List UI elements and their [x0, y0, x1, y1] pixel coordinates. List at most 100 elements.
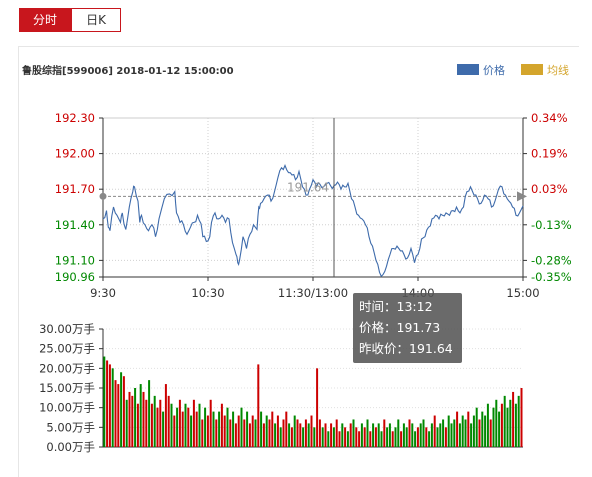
- volume-bar: [251, 415, 254, 447]
- tooltip-prev-close: 昨收价：191.64: [359, 341, 453, 356]
- volume-bar: [148, 380, 151, 447]
- volume-bar: [442, 419, 445, 447]
- volume-bar: [187, 407, 190, 447]
- volume-bar: [234, 423, 237, 447]
- price-x-tick-label: 10:30: [191, 286, 224, 300]
- volume-bar: [374, 427, 377, 447]
- price-x-tick-label: 15:00: [506, 286, 539, 300]
- volume-bar: [461, 415, 464, 447]
- legend-price-label: 价格: [483, 64, 505, 77]
- volume-bar: [355, 427, 358, 447]
- volume-bar: [310, 415, 313, 447]
- volume-y-tick-label: 25.00万手: [39, 342, 95, 356]
- volume-bar: [170, 403, 173, 447]
- volume-bar: [377, 423, 380, 447]
- volume-bar: [176, 407, 179, 447]
- volume-bar: [159, 399, 162, 447]
- price-y-tick-label: 192.30: [55, 111, 95, 125]
- volume-bar: [271, 411, 274, 447]
- price-y-tick-label: 191.10: [55, 253, 95, 267]
- volume-bar: [478, 419, 481, 447]
- volume-bar: [369, 431, 372, 447]
- volume-bar: [136, 403, 139, 447]
- volume-bar: [145, 399, 148, 447]
- volume-bar: [444, 427, 447, 447]
- volume-bar: [503, 395, 506, 447]
- volume-bar: [388, 423, 391, 447]
- volume-bar: [257, 364, 260, 447]
- volume-bar: [262, 423, 265, 447]
- tooltip-price: 价格：191.73: [359, 320, 441, 335]
- volume-bar: [380, 431, 383, 447]
- pct-y-tick-label: -0.13%: [531, 218, 572, 232]
- volume-bar: [456, 411, 459, 447]
- volume-bar: [517, 395, 520, 447]
- price-series: [99, 118, 527, 278]
- volume-bar: [470, 423, 473, 447]
- volume-bar: [296, 419, 299, 447]
- volume-bar: [139, 384, 142, 447]
- tab-intraday[interactable]: 分时: [19, 8, 71, 32]
- volume-bar: [484, 415, 487, 447]
- volume-bar: [220, 403, 223, 447]
- volume-bar: [212, 411, 215, 447]
- volume-bar: [327, 431, 330, 447]
- volume-bar: [134, 388, 137, 447]
- volume-bar: [192, 399, 195, 447]
- volume-bar: [276, 415, 279, 447]
- volume-bar: [509, 399, 512, 447]
- legend-average: 均线: [521, 62, 569, 78]
- volume-bar: [352, 419, 355, 447]
- legend-average-label: 均线: [547, 64, 569, 77]
- volume-bar: [316, 368, 319, 447]
- pct-y-tick-label: 0.19%: [531, 147, 568, 161]
- volume-y-tick-label: 20.00万手: [39, 361, 95, 375]
- prev-close-left-dot: [99, 192, 107, 200]
- chart-panel: [18, 46, 579, 477]
- volume-bar: [324, 423, 327, 447]
- volume-bar: [391, 431, 394, 447]
- volume-bar: [288, 423, 291, 447]
- crosshair-tooltip: 时间：13:12 价格：191.73 昨收价：191.64: [353, 293, 462, 363]
- volume-bar: [458, 423, 461, 447]
- volume-bar: [111, 368, 114, 447]
- chart-header-title: 鲁股综指[599006] 2018-01-12 15:00:00: [22, 66, 234, 77]
- volume-bar: [400, 431, 403, 447]
- volume-bar: [419, 423, 422, 447]
- volume-bar: [405, 427, 408, 447]
- volume-bar: [248, 423, 251, 447]
- volume-bar: [131, 395, 134, 447]
- tab-daily-k[interactable]: 日K: [71, 8, 121, 32]
- volume-bar: [428, 431, 431, 447]
- volume-bar: [425, 427, 428, 447]
- volume-bar: [279, 427, 282, 447]
- volume-bar: [450, 423, 453, 447]
- volume-bar: [453, 419, 456, 447]
- price-y-tick-label: 191.70: [55, 182, 95, 196]
- pct-y-tick-label: -0.35%: [531, 270, 572, 284]
- pct-y-tick-label: -0.28%: [531, 253, 572, 267]
- volume-bar: [472, 415, 475, 447]
- volume-bar: [243, 419, 246, 447]
- volume-bar: [475, 407, 478, 447]
- volume-bar: [290, 427, 293, 447]
- volume-y-tick-label: 0.00万手: [46, 440, 95, 454]
- volume-bar: [282, 419, 285, 447]
- volume-bar: [500, 403, 503, 447]
- volume-bar: [209, 399, 212, 447]
- volume-bar: [349, 423, 352, 447]
- volume-bar: [274, 423, 277, 447]
- price-y-tick-label: 192.00: [55, 147, 95, 161]
- volume-bar: [106, 360, 109, 447]
- legend-price-swatch: [457, 64, 479, 75]
- volume-bar: [416, 427, 419, 447]
- price-line: [102, 164, 524, 278]
- volume-bar: [190, 415, 193, 447]
- volume-bar: [215, 419, 218, 447]
- volume-bar: [226, 407, 229, 447]
- volume-bar: [318, 419, 321, 447]
- volume-bar: [125, 399, 128, 447]
- volume-bar: [335, 419, 338, 447]
- volume-bar: [422, 419, 425, 447]
- volume-bar: [260, 411, 263, 447]
